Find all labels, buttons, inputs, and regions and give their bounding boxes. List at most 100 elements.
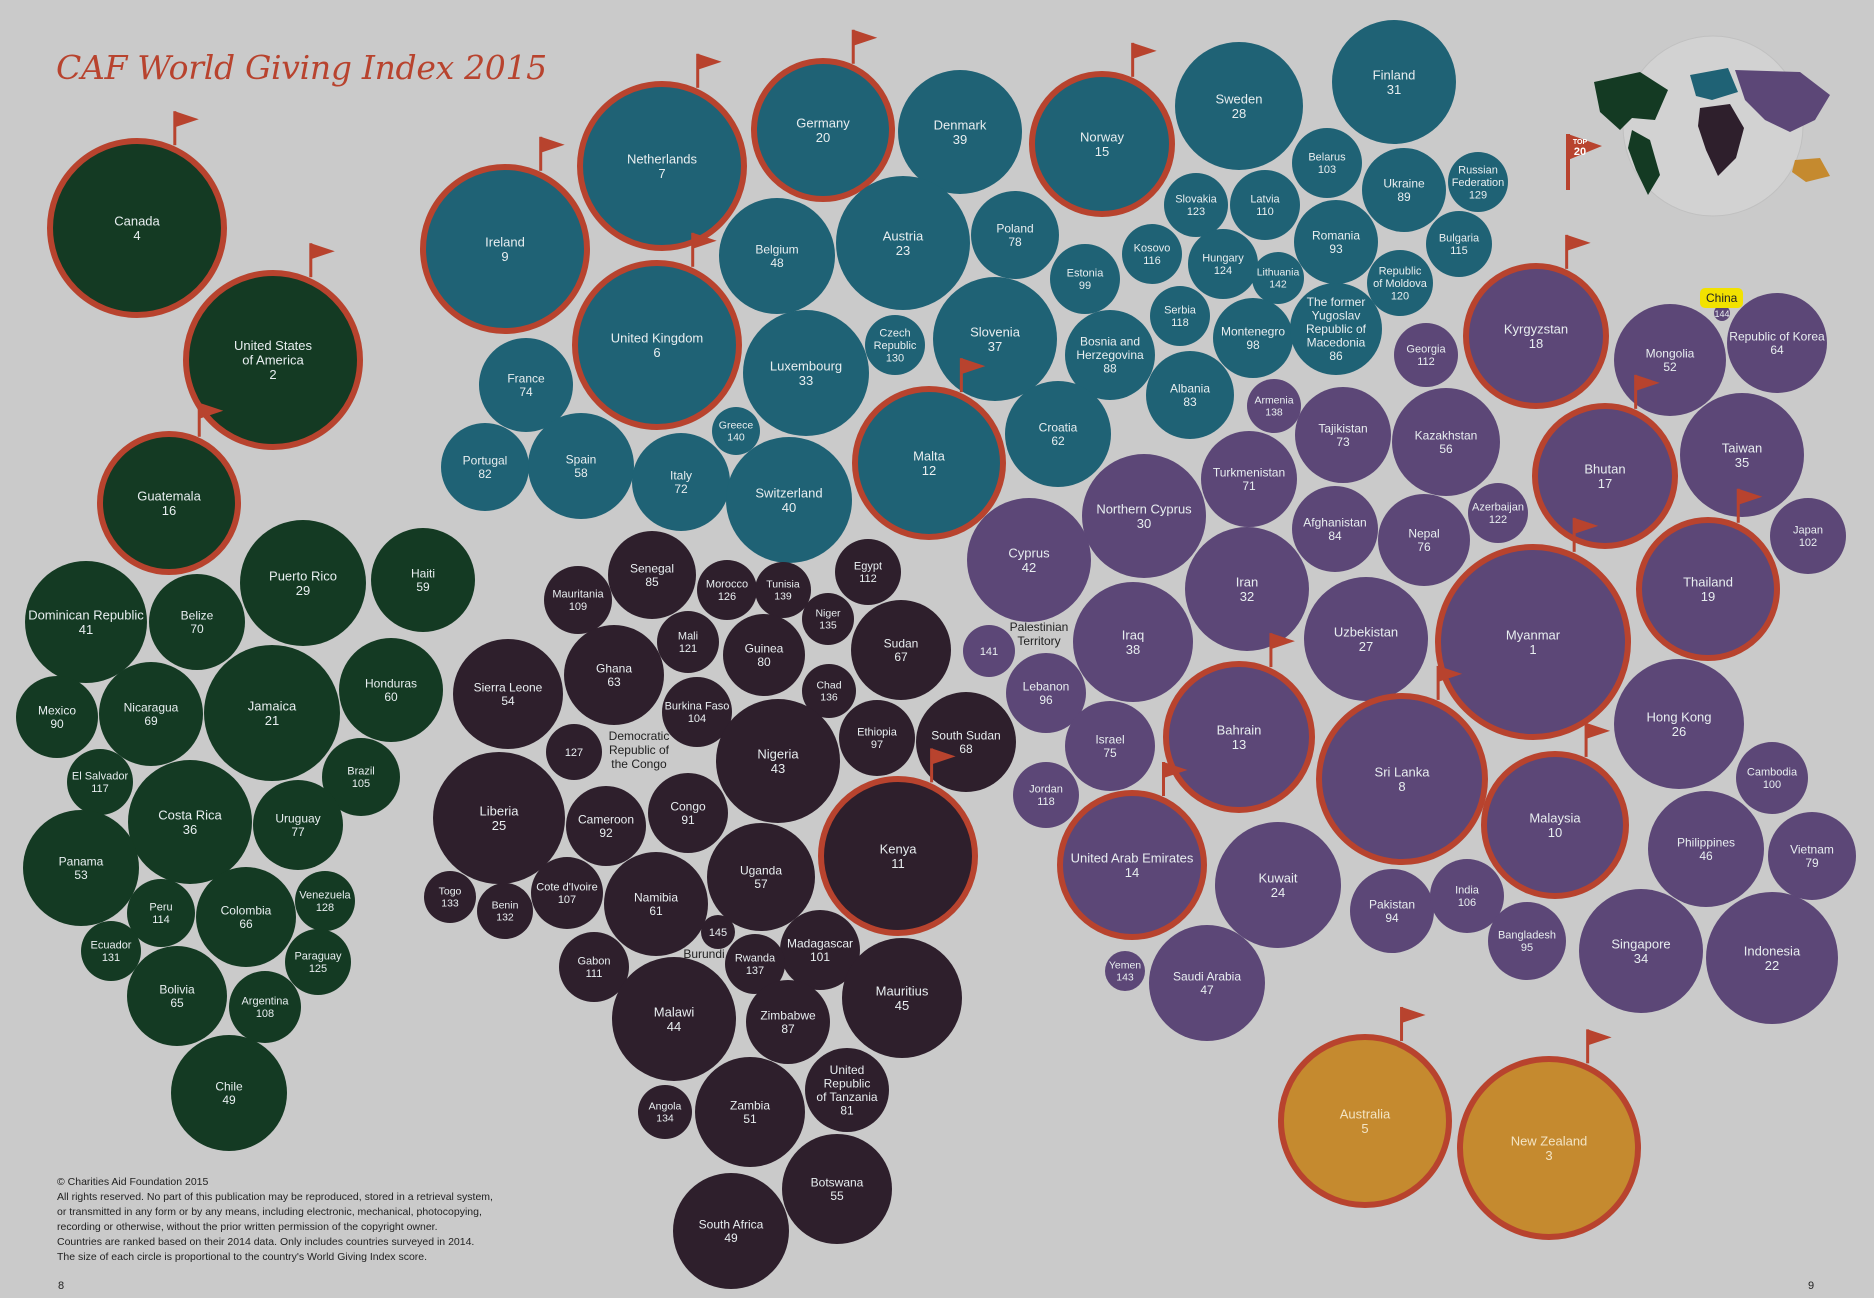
country-bubble-slovakia: Slovakia 123 <box>1164 173 1228 237</box>
bubble-circle <box>1770 498 1846 574</box>
bubble-circle <box>638 1085 692 1139</box>
country-bubble-italy: Italy 72 <box>632 433 730 531</box>
country-label: Togo 133 <box>439 886 462 910</box>
bubble-circle <box>1213 298 1293 378</box>
country-label: South Sudan 68 <box>931 728 1000 756</box>
country-bubble-turkmenistan: Turkmenistan 71 <box>1201 431 1297 527</box>
country-label: Greece 140 <box>719 420 754 444</box>
bubble-circle <box>695 1057 805 1167</box>
country-label: Belarus 103 <box>1308 152 1346 177</box>
bubble-circle <box>1448 152 1508 212</box>
country-bubble-el-salvador: El Salvador 117 <box>67 749 133 815</box>
inset-continent <box>1698 104 1744 176</box>
country-label: Mauritius 45 <box>876 983 929 1013</box>
country-label: Sweden 28 <box>1216 91 1263 121</box>
inset-continent <box>1735 70 1830 132</box>
country-bubble-bhutan: Bhutan 17 <box>1532 374 1678 549</box>
country-bubble-the-former-yugoslav-republic-of-macedonia: The former Yugoslav Republic of Macedonia 86 <box>1290 283 1382 375</box>
bubble-circle <box>835 539 901 605</box>
bubble-circle <box>851 600 951 700</box>
country-label: Honduras 60 <box>365 676 417 704</box>
country-label: Kosovo 116 <box>1134 243 1171 268</box>
country-bubble-venezuela: Venezuela 128 <box>295 871 355 931</box>
country-label: Guatemala 16 <box>137 488 201 518</box>
country-bubble-nigeria: Nigeria 43 <box>716 699 840 823</box>
bubble-circle <box>1367 250 1433 316</box>
country-label: Cameroon 92 <box>578 812 634 840</box>
country-label: United States of America 2 <box>234 338 313 382</box>
country-bubble-saudi-arabia: Saudi Arabia 47 <box>1149 925 1265 1041</box>
bubble-circle <box>1013 762 1079 828</box>
legend-flag-number: 20 <box>1574 146 1586 158</box>
bubble-circle <box>67 749 133 815</box>
bubble-circle <box>1304 577 1428 701</box>
bubble-circle <box>802 664 856 718</box>
bubble-circle <box>1316 693 1488 865</box>
rights-line-1: All rights reserved. No part of this pub… <box>57 1191 493 1203</box>
top20-flag-icon <box>931 748 956 765</box>
country-label: Puerto Rico 29 <box>269 568 337 598</box>
country-label: United Kingdom 6 <box>611 330 704 360</box>
country-bubble-rwanda: Rwanda 137 <box>725 934 785 994</box>
country-label: Zimbabwe 87 <box>760 1008 816 1035</box>
bubble-circle <box>1614 659 1744 789</box>
country-bubble-croatia: Croatia 62 <box>1005 381 1111 487</box>
bubble-circle <box>673 1173 789 1289</box>
country-label: Norway 15 <box>1080 129 1125 159</box>
country-label: Luxembourg 33 <box>770 358 842 388</box>
country-bubble-denmark: Denmark 39 <box>898 70 1022 194</box>
country-bubble-serbia: Serbia 118 <box>1150 286 1210 346</box>
country-bubble-belize: Belize 70 <box>149 574 245 670</box>
country-bubble-morocco: Morocco 126 <box>697 560 757 620</box>
inset-continent <box>1792 158 1830 182</box>
country-label: Australia 5 <box>1340 1106 1391 1136</box>
country-label: Myanmar 1 <box>1506 627 1561 657</box>
country-label: Ireland 9 <box>485 234 525 263</box>
country-label: Belize 70 <box>181 608 214 636</box>
country-label: Bangladesh 95 <box>1498 930 1556 955</box>
top20-flag-icon <box>1270 633 1295 650</box>
country-bubble-chad: Chad 136 <box>802 664 856 718</box>
bubble-circle <box>1215 822 1341 948</box>
country-rank: 141 <box>980 646 998 658</box>
top20-flag-icon <box>1438 665 1463 682</box>
country-label: Senegal 85 <box>630 561 674 589</box>
country-label: Montenegro 98 <box>1221 324 1285 352</box>
country-bubble-estonia: Estonia 99 <box>1050 244 1120 314</box>
country-label: Thailand 19 <box>1683 574 1733 604</box>
country-label: India 106 <box>1455 885 1480 910</box>
country-label: Sierra Leone 54 <box>474 680 543 708</box>
country-label: Egypt 112 <box>854 561 882 586</box>
country-label: Lebanon 96 <box>1023 679 1070 707</box>
country-bubble-northern-cyprus: Northern Cyprus 30 <box>1082 454 1206 578</box>
country-bubble-ethiopia: Ethiopia 97 <box>839 700 915 776</box>
bubble-circle <box>546 724 602 780</box>
bubble-circle <box>746 980 830 1064</box>
bubble-circle <box>1082 454 1206 578</box>
bubble-circle <box>1392 388 1500 496</box>
bubble-circle <box>16 676 98 758</box>
country-bubble-united-kingdom: United Kingdom 6 <box>572 232 742 430</box>
bubble-circle <box>818 776 978 936</box>
country-label: United Arab Emirates 14 <box>1071 850 1194 880</box>
country-label: Madagascar 101 <box>787 936 853 964</box>
country-label: Nepal 76 <box>1408 526 1439 554</box>
bubble-circle <box>127 946 227 1046</box>
country-label: Switzerland 40 <box>755 485 822 515</box>
country-label: Colombia 66 <box>221 903 272 931</box>
bubble-circle <box>916 692 1016 792</box>
bubble-circle <box>1362 148 1446 232</box>
country-label: Nicaragua 69 <box>124 700 179 728</box>
country-label: Romania 93 <box>1312 228 1360 256</box>
bubble-circle <box>171 1035 287 1151</box>
country-bubble-vietnam: Vietnam 79 <box>1768 812 1856 900</box>
country-label: Kazakhstan 56 <box>1415 428 1478 456</box>
country-bubble-mauritania: Mauritania 109 <box>544 566 612 634</box>
country-bubble-haiti: Haiti 59 <box>371 528 475 632</box>
country-label: Zambia 51 <box>730 1098 770 1126</box>
country-label: Costa Rica 36 <box>158 807 222 837</box>
bubble-circle <box>1488 902 1566 980</box>
bubble-circle <box>1378 494 1470 586</box>
bubble-circle <box>1150 286 1210 346</box>
country-bubble-lithuania: Lithuania 142 <box>1252 252 1304 304</box>
